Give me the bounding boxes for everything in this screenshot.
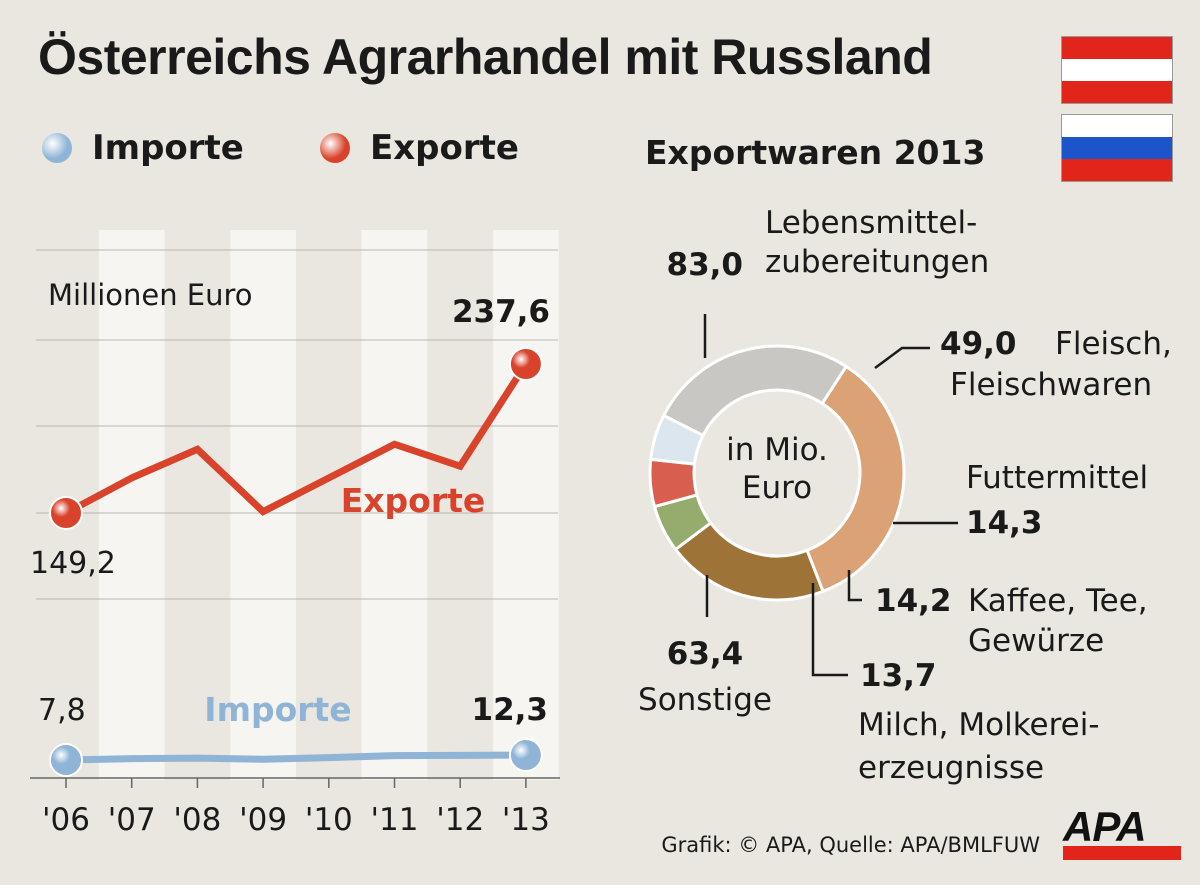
donut-slice: [661, 344, 849, 438]
exporte-start-label: 149,2: [30, 546, 116, 581]
importe-legend-marker-icon: [42, 133, 72, 163]
column-band: [361, 230, 428, 780]
legend-label-exporte: Exporte: [370, 128, 519, 168]
column-band: [493, 230, 559, 780]
x-tick-label: '10: [305, 802, 353, 838]
slice-category-label: Sonstige: [638, 682, 772, 718]
slice-category-label: Lebensmittel-: [765, 205, 977, 241]
slice-value-label: 83,0: [667, 247, 744, 283]
austria-flag-icon: [1061, 36, 1173, 104]
flag-stripe: [1062, 80, 1172, 103]
slice-value-label: 14,2: [875, 583, 952, 619]
donut-chart: in Mio.Euro 83,0 Lebensmittel-zubereitunge…: [638, 205, 1172, 786]
slice-value-label: 13,7: [860, 658, 937, 694]
unit-label: Millionen Euro: [48, 278, 253, 312]
slice-value-label: 14,3: [966, 505, 1043, 541]
donut-center-label: Euro: [742, 470, 812, 506]
flag-stripe: [1062, 37, 1172, 59]
slice-category-label: Milch, Molkerei-: [858, 707, 1100, 743]
russia-flag-icon: [1061, 114, 1173, 182]
slice-category-label: Fleisch,: [1055, 326, 1172, 362]
donut-center-label: in Mio.: [726, 432, 828, 468]
importe-series-line: [65, 751, 526, 764]
flag-stripe: [1062, 158, 1172, 181]
line-chart: '06 '07 '08 '09 '10 '11 '12 '13 Millionen Euro 14…: [30, 230, 560, 838]
slice-value-label: 63,4: [667, 636, 744, 672]
slice-category-label: Kaffee, Tee,: [968, 583, 1148, 619]
page-title: Österreichs Agrarhandel mit Russland: [38, 29, 933, 85]
slice-value-label: 49,0: [940, 326, 1017, 362]
donut-slice: [805, 364, 906, 594]
flag-stripe: [1062, 58, 1172, 81]
exporte-start-point: [49, 496, 83, 530]
legend-label-importe: Importe: [92, 128, 244, 168]
legend-item-importe: Importe: [42, 128, 244, 168]
x-tick-label: '11: [371, 802, 419, 838]
importe-start-point: [49, 743, 83, 777]
x-tick-label: '13: [502, 802, 550, 838]
apa-logo-text: APA: [1063, 803, 1147, 850]
exporte-end-point: [508, 347, 543, 381]
leader-line: [874, 346, 930, 370]
apa-logo: APA: [1063, 803, 1181, 860]
slice-category-label: Gewürze: [968, 623, 1104, 659]
importe-end-point: [508, 738, 543, 773]
exporte-legend-marker-icon: [320, 133, 350, 163]
x-tick-label: '06: [42, 802, 90, 838]
x-tick-label: '12: [436, 802, 484, 838]
slice-category-label: erzeugnisse: [858, 750, 1044, 786]
importe-start-label: 7,8: [38, 693, 86, 728]
slice-category-label: Futtermittel: [966, 460, 1148, 496]
importe-end-label: 12,3: [472, 692, 549, 728]
importe-series-label: Importe: [204, 690, 351, 729]
legend-item-exporte: Exporte: [320, 128, 519, 168]
exporte-end-label: 237,6: [452, 294, 550, 330]
x-tick-label: '08: [173, 802, 221, 838]
flag-stripe: [1062, 115, 1172, 137]
slice-category-label: zubereitungen: [765, 244, 989, 280]
flag-stripe: [1062, 136, 1172, 159]
source-credit: Grafik: © APA, Quelle: APA/BMLFUW: [661, 833, 1040, 857]
x-tick-label: '09: [239, 802, 287, 838]
slice-category-label: Fleischwaren: [950, 367, 1152, 403]
exporte-series-label: Exporte: [341, 481, 486, 520]
column-band: [98, 230, 165, 780]
pie-chart-title: Exportwaren 2013: [645, 133, 986, 172]
column-band: [230, 230, 296, 780]
x-tick-label: '07: [108, 802, 156, 838]
exporte-series-line: [64, 362, 529, 517]
leader-line: [811, 583, 848, 677]
leader-line: [847, 570, 862, 602]
apa-logo-bar: [1063, 846, 1181, 860]
